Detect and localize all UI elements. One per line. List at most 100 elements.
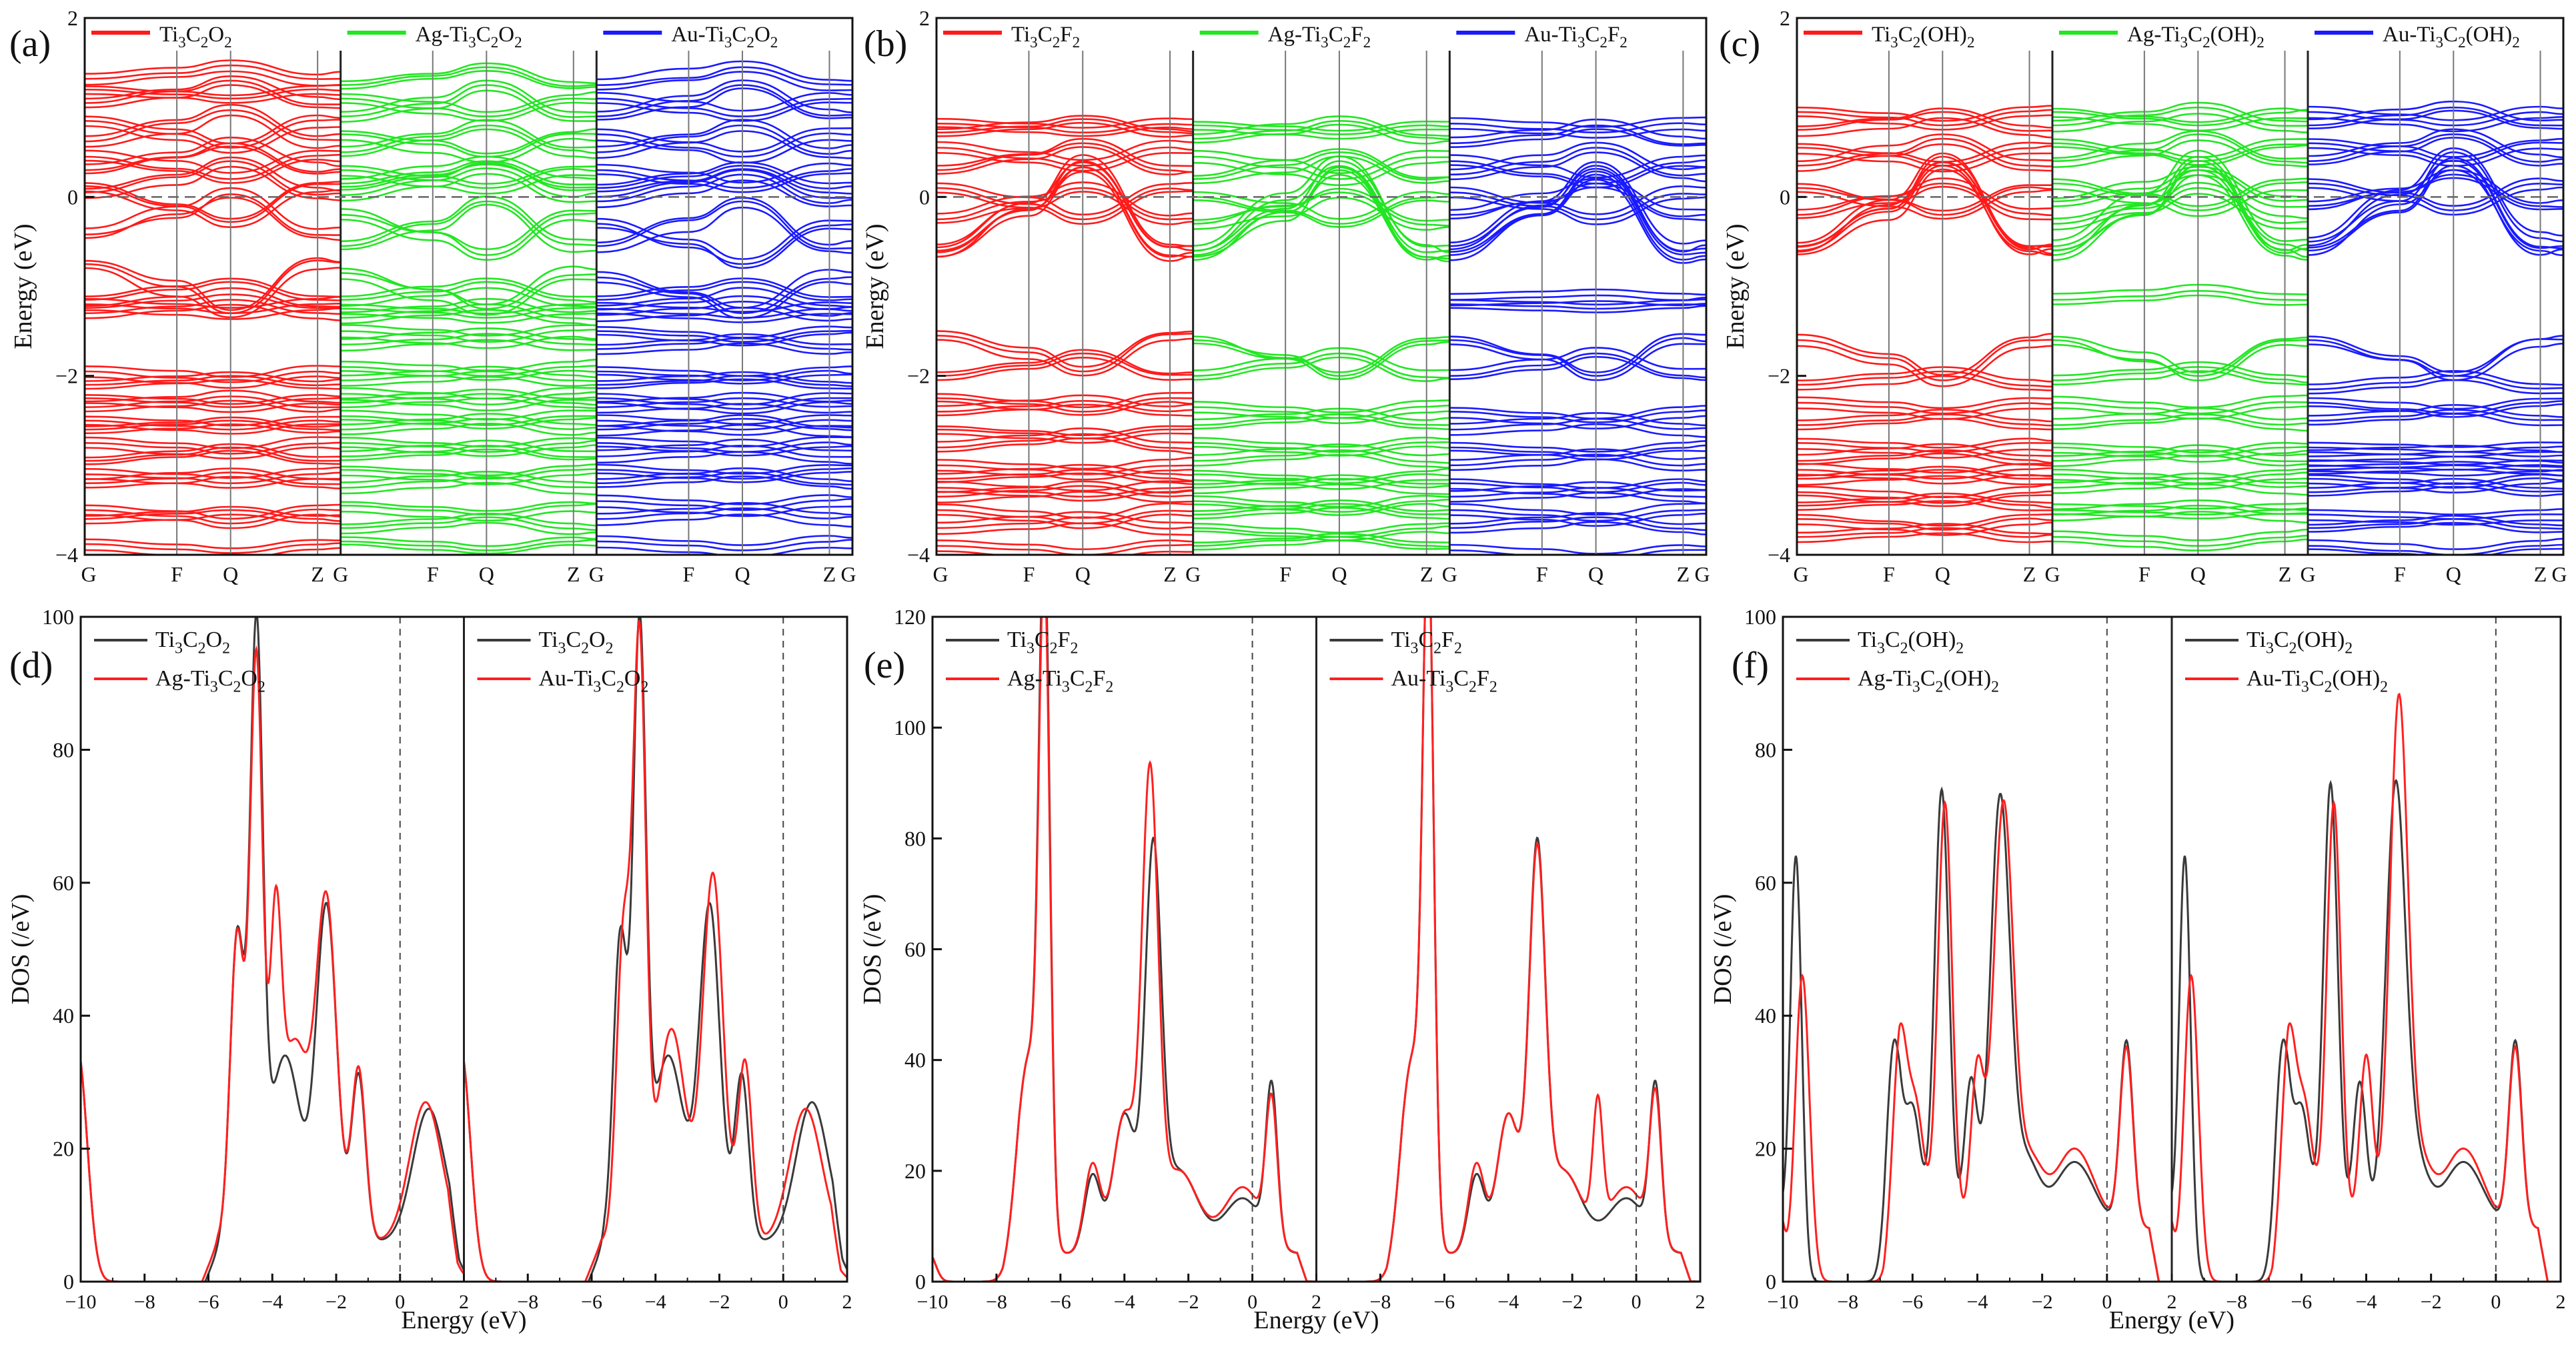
legend-subscript: 2 — [2345, 640, 2353, 657]
y-tick-label: 2 — [1780, 6, 1790, 30]
legend-subscript: 2 — [1050, 640, 1058, 657]
band-line-Au-Ti3C2O2 — [596, 127, 852, 153]
legend-text: Au-Ti — [539, 666, 594, 691]
dos-curve-Au-Ti3C2F2 — [1316, 617, 1700, 1282]
x-tick-label: −8 — [1837, 1291, 1858, 1313]
x-tick-label: −4 — [2356, 1291, 2377, 1313]
band-line-Ti3C2(OH)2 — [1797, 339, 2053, 381]
band-line-Au-Ti3C2O2 — [596, 546, 852, 555]
legend-text: Ti — [155, 627, 175, 652]
legend-text: O — [241, 666, 257, 691]
legend-text: F — [1060, 23, 1072, 47]
plot-frame — [935, 17, 1708, 556]
y-tick-label: 100 — [894, 716, 926, 740]
band-line-Ti3C2F2 — [936, 486, 1193, 498]
legend-text: O — [754, 23, 770, 47]
band-line-Ti3C2O2 — [85, 423, 341, 434]
k-point-label: G — [2044, 562, 2060, 586]
legend-text: Au-Ti — [671, 23, 724, 47]
y-tick-label: −2 — [907, 364, 930, 388]
band-line-Ag-Ti3C2O2 — [340, 397, 597, 409]
dos-curves — [1783, 786, 2172, 1282]
x-axis-label: Energy (eV) — [2109, 1306, 2234, 1334]
band-line-Ti3C2(OH)2 — [1797, 396, 2053, 409]
dos-curve-Ti3C2(OH)2 — [2172, 779, 2561, 1282]
legend-label: Ag-Ti3C2O2 — [155, 666, 265, 696]
dos-curve-Ag-Ti3C2O2 — [81, 645, 464, 1282]
band-line-Ti3C2F2 — [936, 137, 1193, 167]
legend-text: C — [732, 23, 746, 47]
k-point-label: Q — [734, 562, 750, 586]
x-tick-label: 2 — [1696, 1291, 1706, 1313]
legend-label: Ag-Ti3C2O2 — [416, 23, 522, 51]
band-line-Ti3C2O2 — [85, 153, 341, 180]
y-tick-label: 0 — [919, 185, 930, 209]
legend-subscript: 3 — [1577, 33, 1585, 51]
band-line-Ti3C2O2 — [85, 379, 341, 390]
y-axis-label: DOS (/eV) — [1709, 894, 1737, 1005]
y-tick-label: 0 — [67, 185, 78, 209]
x-tick-label: 2 — [842, 1291, 852, 1313]
k-point-label: G — [1442, 562, 1457, 586]
band-line-Ag-Ti3C2O2 — [340, 173, 597, 203]
legend-subscript: 2 — [616, 679, 624, 696]
legend-subscript: 2 — [1433, 640, 1441, 657]
x-tick-label: −2 — [1178, 1291, 1199, 1313]
legend-label: Ti3C2O2 — [159, 23, 232, 51]
legend-text: Ti — [1872, 23, 1890, 47]
k-point-label: F — [1536, 562, 1548, 586]
band-line-Ti3C2(OH)2 — [1797, 345, 2053, 387]
legend-text: C — [1920, 666, 1936, 691]
legend-label: Ti3C2O2 — [155, 627, 230, 657]
k-point-label: Z — [1163, 562, 1177, 586]
band-line-Ag-Ti3C2F2 — [1193, 539, 1450, 551]
band-line-Au-Ti3C2(OH)2 — [2307, 480, 2563, 493]
x-tick-label: −6 — [1433, 1291, 1455, 1313]
legend-text: C — [476, 23, 491, 47]
legend-text: F — [1093, 666, 1105, 691]
band-line-Ag-Ti3C2(OH)2 — [2052, 339, 2309, 377]
band-line-Ag-Ti3C2O2 — [340, 501, 597, 512]
band-line-Ag-Ti3C2(OH)2 — [2052, 283, 2309, 295]
band-line-Au-Ti3C2F2 — [1449, 487, 1706, 499]
dos-curves — [1316, 617, 1700, 1282]
legend-subscript: 2 — [1454, 640, 1462, 657]
x-tick-label: −4 — [1497, 1291, 1519, 1313]
k-point-label: G — [1694, 562, 1710, 586]
legend-text: (OH) — [2297, 627, 2345, 652]
k-point-label: Q — [1935, 562, 1950, 586]
legend-label: Ti3C2F2 — [1007, 627, 1078, 657]
band-line-Ti3C2F2 — [936, 337, 1193, 377]
band-line-Ag-Ti3C2F2 — [1193, 532, 1450, 543]
k-point-label: Z — [1420, 562, 1433, 586]
x-tick-label: −6 — [2291, 1291, 2312, 1313]
legend-text: Ag-Ti — [1268, 23, 1321, 47]
legend-subscript: 2 — [198, 640, 206, 657]
band-line-Au-Ti3C2F2 — [1449, 481, 1706, 492]
x-tick-label: 2 — [2167, 1291, 2177, 1313]
legend-text: C — [601, 666, 616, 691]
y-tick-label: 20 — [904, 1159, 926, 1183]
legend-label: Au-Ti3C2(OH)2 — [2246, 666, 2388, 696]
k-point-label: Z — [567, 562, 580, 586]
y-tick-label: 100 — [42, 605, 74, 629]
legend-label: Ag-Ti3C2F2 — [1007, 666, 1113, 696]
band-line-Ag-Ti3C2O2 — [340, 339, 597, 352]
legend-text: O — [208, 23, 224, 47]
k-point-label: F — [171, 562, 183, 586]
band-line-Ti3C2O2 — [85, 295, 341, 309]
legend-subscript: 2 — [222, 640, 230, 657]
band-line-Ag-Ti3C2O2 — [340, 468, 597, 480]
k-point-label: Q — [2446, 562, 2461, 586]
band-line-Au-Ti3C2(OH)2 — [2307, 100, 2563, 122]
legend-label: Ti3C2O2 — [539, 627, 614, 657]
legend-text: Ti — [1011, 23, 1030, 47]
k-point-label: F — [427, 562, 439, 586]
dos-curves — [81, 617, 464, 1282]
legend-subscript: 3 — [2266, 640, 2274, 657]
legend-text: Ti — [2246, 627, 2266, 652]
k-point-label: F — [1883, 562, 1895, 586]
band-line-Ag-Ti3C2O2 — [340, 272, 597, 310]
legend-text: Ag-Ti — [1858, 666, 1912, 691]
